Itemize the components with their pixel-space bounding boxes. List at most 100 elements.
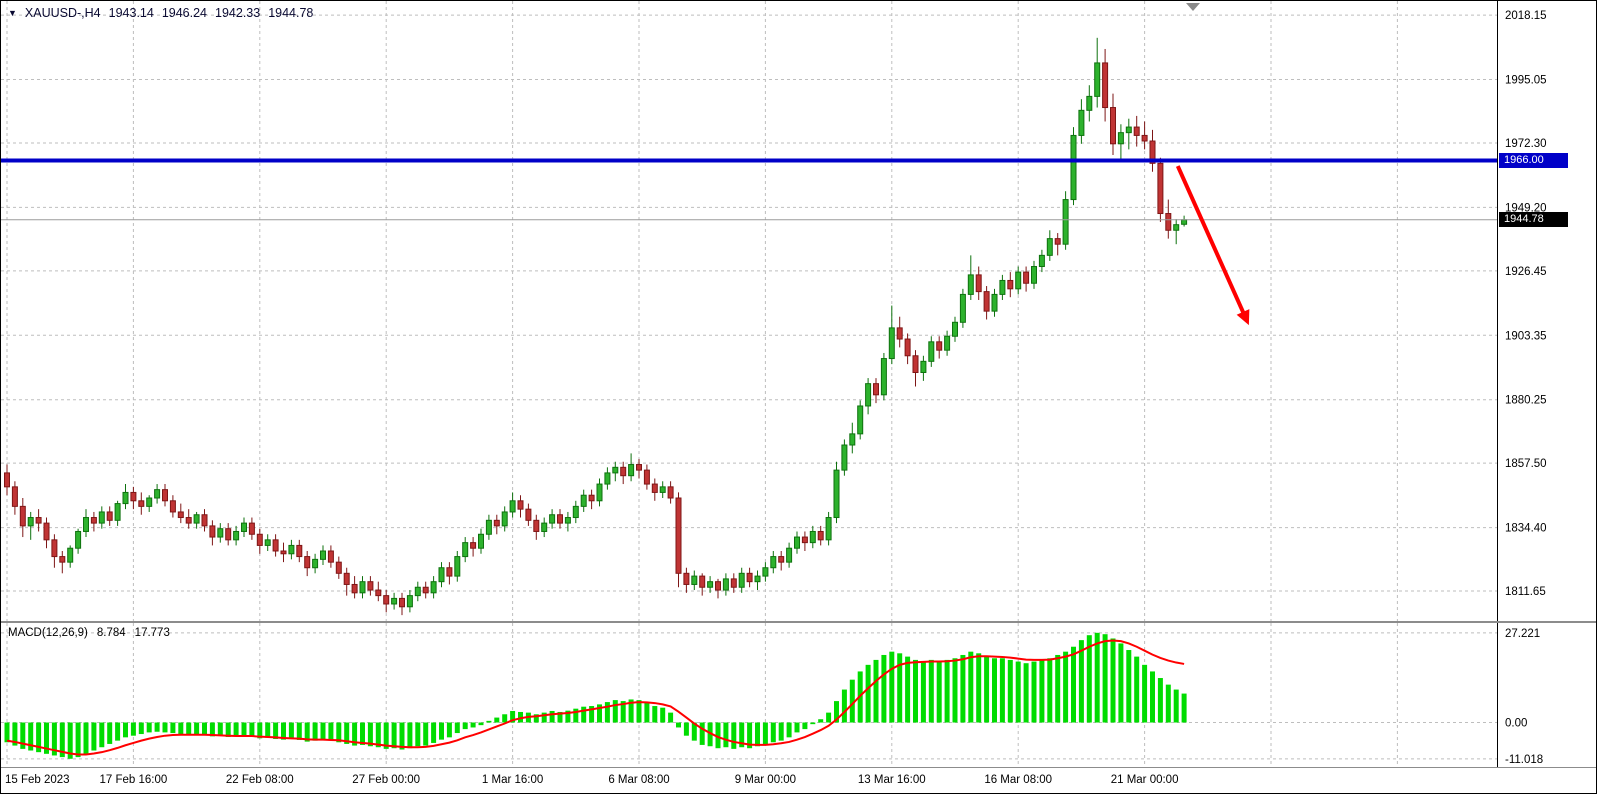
macd-bar: [897, 653, 903, 723]
macd-bar: [67, 722, 73, 759]
macd-bar: [4, 722, 10, 743]
candle-body: [264, 539, 271, 546]
macd-bar: [360, 722, 365, 745]
candle-body: [320, 550, 326, 560]
macd-bar: [604, 702, 610, 723]
macd-bar: [336, 722, 342, 743]
macd-bar: [683, 722, 689, 736]
macd-bar: [968, 651, 974, 723]
macd-bar: [486, 720, 492, 723]
symbol-collapse-icon[interactable]: ▼: [8, 8, 17, 18]
trend-arrow-line[interactable]: [1175, 165, 1247, 318]
candle-body: [35, 517, 42, 524]
candle-body: [1031, 266, 1037, 284]
macd-bar: [202, 722, 207, 736]
macd-bar: [668, 712, 674, 723]
candle-body: [809, 530, 816, 544]
candle-body: [177, 511, 184, 519]
candle-body: [304, 556, 311, 569]
price-axis-label: 1880.25: [1505, 395, 1547, 407]
macd-bar: [1110, 638, 1116, 723]
candle-body: [1046, 238, 1053, 256]
time-axis-label: 15 Feb 2023: [5, 774, 70, 786]
macd-bar: [660, 707, 666, 723]
candle-body: [327, 550, 334, 563]
candle-body: [643, 469, 650, 485]
macd-bar: [992, 658, 997, 723]
time-axis-label: 21 Mar 00:00: [1111, 774, 1179, 786]
macd-bar: [755, 722, 760, 747]
candle-body: [67, 547, 74, 563]
macd-bar: [1126, 650, 1132, 723]
candle-body: [604, 472, 611, 485]
macd-bar: [1118, 643, 1124, 723]
candle-body: [928, 341, 935, 362]
macd-bar: [304, 722, 310, 742]
price-axis-label: 1811.65: [1505, 586, 1546, 598]
macd-bar: [439, 722, 444, 740]
macd-bar: [20, 722, 26, 749]
candle-body: [517, 500, 524, 510]
macd-bar: [565, 710, 571, 723]
macd-bar: [494, 717, 500, 723]
candle-body: [27, 517, 34, 527]
candle-body: [612, 466, 619, 474]
macd-bar: [841, 689, 847, 723]
candle-body: [391, 597, 398, 605]
candle-body: [1023, 271, 1030, 284]
candle-body: [209, 525, 216, 538]
macd-bar: [1031, 661, 1037, 723]
price-axis-label: 1972.30: [1505, 138, 1547, 150]
candle-body: [794, 536, 800, 549]
macd-bar: [1173, 689, 1179, 723]
candle-body: [241, 522, 247, 532]
price-axis-label: 2018.15: [1505, 10, 1547, 22]
macd-bar: [541, 712, 547, 723]
candle-body: [564, 517, 571, 524]
macd-bar: [1181, 693, 1187, 723]
candle-body: [580, 494, 587, 507]
macd-bar: [818, 719, 824, 723]
macd-bar: [115, 722, 121, 741]
macd-bar: [612, 700, 618, 723]
chart-shift-marker-icon[interactable]: [1186, 3, 1200, 11]
candle-body: [438, 567, 445, 583]
macd-bar: [1015, 661, 1021, 723]
candle-body: [873, 383, 879, 396]
grid-layer: [1, 1, 1497, 767]
candle-body: [1094, 62, 1101, 97]
candle-body: [975, 274, 982, 293]
macd-bar: [794, 722, 800, 733]
macd-bar: [178, 722, 184, 735]
candle-body: [114, 503, 121, 521]
candle-body: [912, 355, 919, 373]
macd-bar: [265, 722, 271, 738]
price-axis-label: 1926.45: [1505, 266, 1547, 278]
macd-bar: [423, 722, 429, 746]
price-axis-label: 1949.20: [1505, 202, 1547, 214]
macd-bar: [407, 722, 413, 749]
candle-body: [959, 293, 966, 323]
chart-canvas[interactable]: 2018.15 1995.05 1972.30 1949.20 1926.45 1903.…: [1, 1, 1596, 793]
macd-bar: [1055, 654, 1061, 723]
candle-body: [880, 358, 887, 396]
trend-arrow-head[interactable]: [1236, 309, 1250, 326]
candle-body: [399, 597, 405, 608]
symbol-info-overlay: ▼ XAUUSD-,H4 1943.14 1946.24 1942.33 194…: [8, 6, 313, 20]
candle-body: [1165, 213, 1172, 231]
macd-bar: [138, 722, 144, 735]
macd-axis-label: 0.00: [1505, 718, 1527, 730]
candle-body: [185, 517, 192, 524]
time-axis-label: 13 Mar 16:00: [858, 774, 926, 786]
macd-bar: [1150, 671, 1155, 723]
macd-bar: [984, 656, 990, 723]
time-axis-label: 9 Mar 00:00: [735, 774, 796, 786]
candle-body: [162, 489, 168, 502]
macd-bar: [676, 722, 681, 728]
macd-bar: [44, 722, 49, 754]
macd-bar: [573, 708, 579, 723]
macd-bar: [399, 722, 405, 750]
macd-bar: [454, 722, 460, 734]
candle-body: [1086, 95, 1093, 111]
macd-bar: [391, 722, 397, 749]
